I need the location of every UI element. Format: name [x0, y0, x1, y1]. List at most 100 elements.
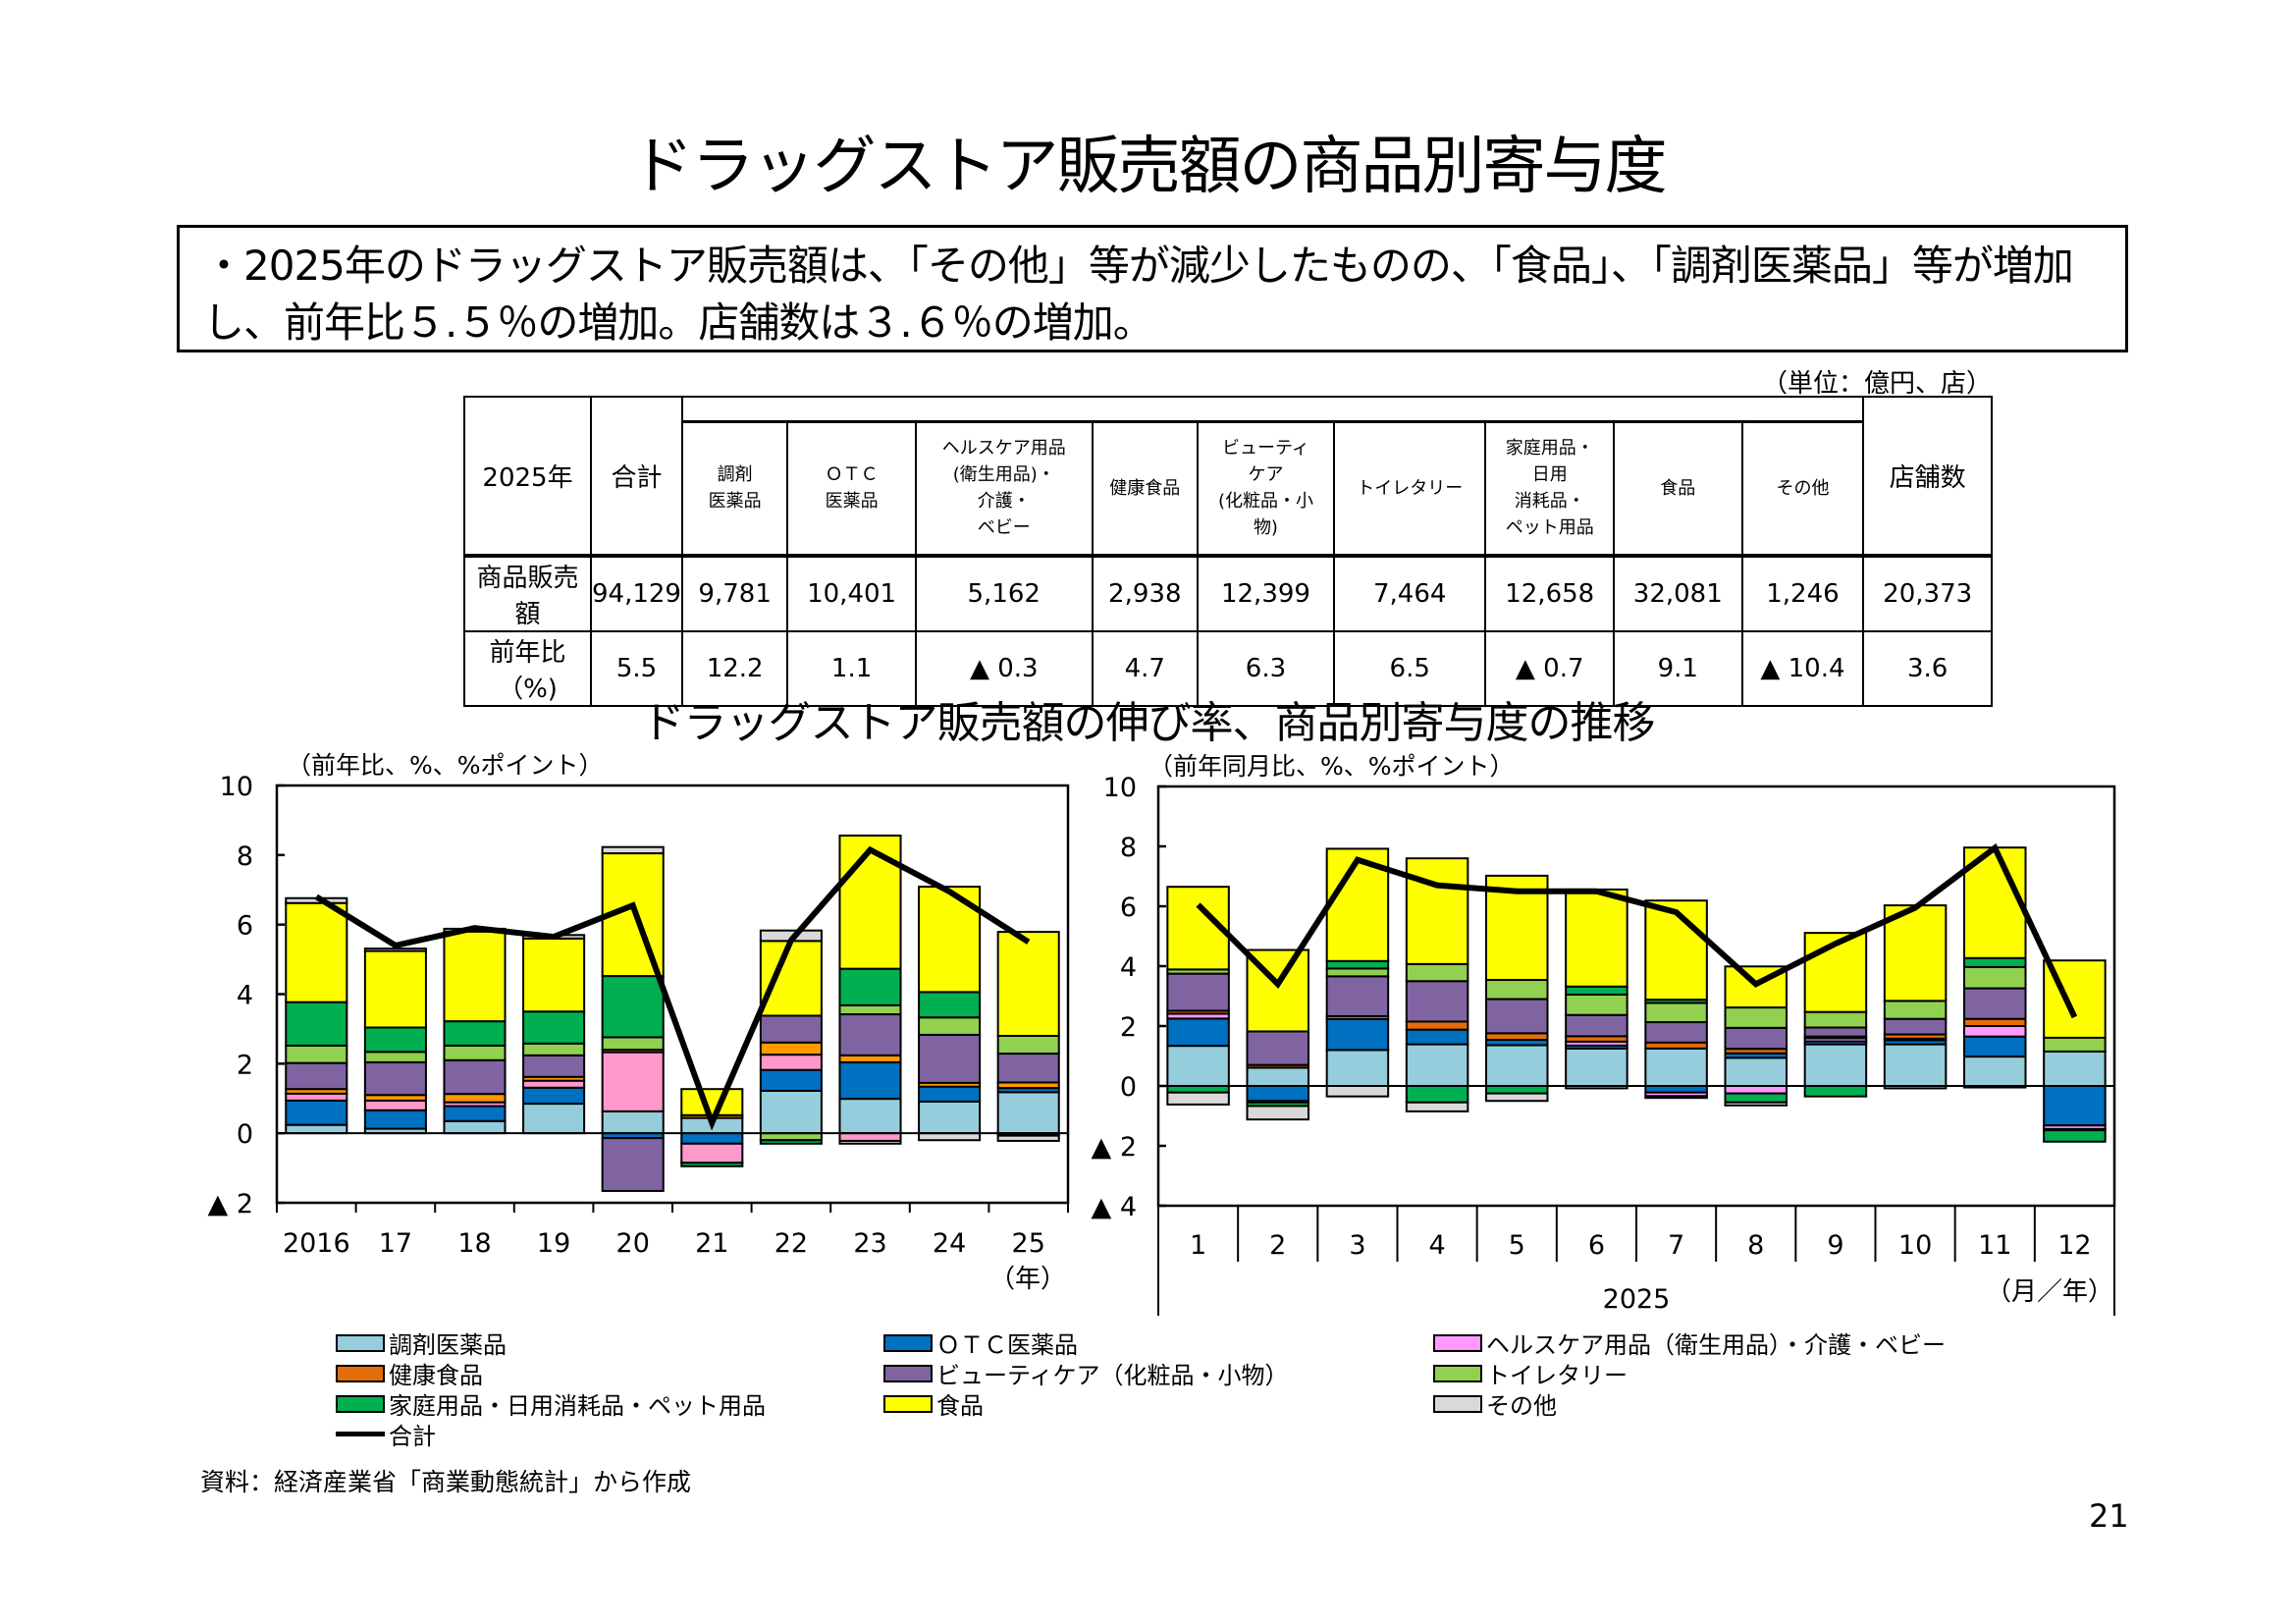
bar-segment [1724, 1101, 1788, 1107]
table-cell: 20,373 [1862, 555, 1993, 632]
table-cell: 10,401 [786, 555, 917, 632]
table-cell: 32,081 [1613, 555, 1743, 632]
bar-segment [1644, 1021, 1708, 1044]
bar-segment [1405, 1020, 1469, 1031]
source-note: 資料：経済産業省「商業動態統計」から作成 [200, 1468, 692, 1496]
bar-segment [1565, 1047, 1629, 1087]
bar-segment [285, 1099, 348, 1126]
y-tick-label: 6 [237, 911, 253, 942]
sales-table: 2025年 合計 店舗数 調剤 医薬品 ＯＴＣ 医薬品 ヘルスケア用品 (衛生用… [463, 396, 1993, 707]
x-tick-label: 24 [933, 1228, 966, 1259]
table-cell: 94,129 [590, 555, 683, 632]
x-unit-label: （月／年） [1986, 1277, 2113, 1307]
bar-segment [996, 1091, 1060, 1135]
bar-segment [838, 1054, 902, 1063]
bar-segment [759, 1068, 823, 1092]
row-label: 前年比（%) [463, 630, 592, 707]
x-tick-label: 9 [1827, 1230, 1843, 1261]
bar-segment [522, 1042, 586, 1056]
bar-segment [1166, 1085, 1230, 1094]
bar-segment [918, 1085, 982, 1103]
bar-segment [918, 1033, 982, 1084]
table-group-header [680, 396, 1865, 423]
x-tick-label: 2 [1269, 1230, 1286, 1261]
bar-segment [1405, 1085, 1469, 1104]
bar-segment [363, 1051, 427, 1063]
table-row: 前年比（%) 5.5 12.2 1.1 ▲ 0.3 4.7 6.3 6.5 ▲ 0.7 9.1 ▲ … [463, 630, 1993, 707]
table-cell: 2,938 [1091, 555, 1199, 632]
legend-label: 家庭用品・日用消耗品・ペット用品 [389, 1392, 766, 1420]
bar-segment [363, 1060, 427, 1097]
bar-segment [996, 1134, 1060, 1142]
table-cell: 9,781 [680, 555, 789, 632]
table-corner: 2025年 [463, 396, 592, 557]
x-tick-label: 23 [853, 1228, 886, 1259]
legend-swatch [883, 1333, 933, 1352]
bar-segment [522, 1086, 586, 1106]
bar-segment [838, 1132, 902, 1142]
bar-segment [285, 1123, 348, 1135]
bar-segment [1405, 857, 1469, 965]
bar-segment [522, 1054, 586, 1078]
bar-segment [918, 1016, 982, 1036]
legend-item: ビューティケア（化粧品・小物） [883, 1356, 1289, 1390]
table-cell: 12.2 [680, 630, 789, 707]
table-row: 商品販売額 94,129 9,781 10,401 5,162 2,938 12,399 7,… [463, 555, 1993, 632]
y-axis-label: （前年同月比、%、%ポイント） [1148, 752, 1515, 781]
bar-segment [443, 1119, 507, 1135]
bar-segment [759, 1054, 823, 1071]
bar-segment [1724, 1026, 1788, 1051]
bar-segment [1644, 1047, 1708, 1087]
bar-segment [996, 1053, 1060, 1084]
bar-segment [1166, 972, 1230, 1012]
bar-segment [601, 1110, 665, 1135]
x-tick-label: 19 [537, 1228, 570, 1259]
bar-segment [1963, 1025, 2027, 1038]
bar-segment [838, 1013, 902, 1056]
legend-swatch [336, 1432, 385, 1436]
bar-segment [1724, 1092, 1788, 1104]
table-header: ＯＴＣ 医薬品 [786, 420, 917, 557]
bar-segment [1405, 980, 1469, 1023]
bar-segment [1325, 967, 1390, 978]
legend-item: 家庭用品・日用消耗品・ペット用品 [336, 1386, 766, 1421]
legend-label: 健康食品 [389, 1362, 483, 1389]
bar-segment [680, 1088, 744, 1116]
bar-segment [1485, 1032, 1549, 1042]
legend-item: 合計 [336, 1417, 436, 1451]
table-header: 健康食品 [1091, 420, 1199, 557]
summary-box: ・2025年のドラッグストア販売額は、「その他」等が減少したものの、「食品」、「… [177, 225, 2128, 352]
total-line [314, 845, 1031, 1131]
bar-segment [1325, 1017, 1390, 1052]
total-line [1196, 842, 2078, 1019]
y-tick-label: 10 [220, 772, 253, 802]
page-number: 21 [2089, 1497, 2129, 1535]
bar-segment [1644, 1085, 1708, 1094]
bar-segment [1485, 1092, 1549, 1103]
bar-segment [522, 1103, 586, 1135]
legend-label: 調剤医薬品 [389, 1331, 507, 1359]
bar-segment [1166, 1091, 1230, 1106]
bar-segment [1485, 998, 1549, 1035]
x-tick-label: 8 [1747, 1230, 1764, 1261]
bar-segment [443, 1020, 507, 1047]
bar-segment [1246, 1030, 1309, 1066]
legend-swatch [336, 1394, 385, 1413]
bar-segment [363, 947, 427, 952]
legend-item: トイレタリー [1433, 1356, 1628, 1390]
bar-segment [601, 1137, 665, 1192]
bar-segment [1246, 1085, 1309, 1103]
bar-segment [838, 1098, 902, 1135]
table-cell: 4.7 [1091, 630, 1199, 707]
table-cell: 5.5 [590, 630, 683, 707]
bar-segment [1803, 1043, 1868, 1087]
bar-segment [443, 1105, 507, 1122]
page-title: ドラッグストア販売額の商品別寄与度 [630, 131, 1668, 203]
bar-segment [1883, 1043, 1948, 1087]
legend-item: 健康食品 [336, 1356, 483, 1390]
bar-segment [1485, 1085, 1549, 1095]
x-tick-label: 25 [1012, 1228, 1045, 1259]
bar-segment [838, 967, 902, 1006]
y-tick-label: 2 [237, 1050, 253, 1080]
y-axis-label: （前年比、%、%ポイント） [287, 751, 604, 780]
